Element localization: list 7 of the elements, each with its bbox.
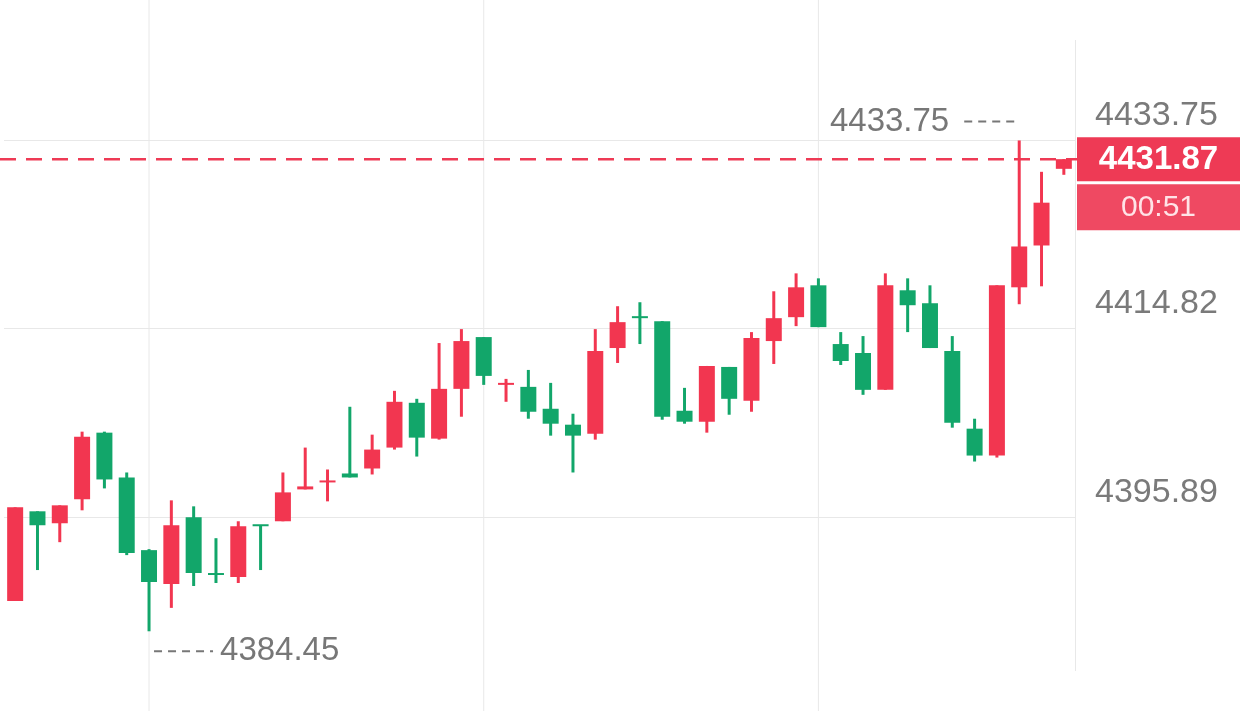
y-tick-label: 4414.82 [1095, 282, 1218, 321]
y-tick-label: 4433.75 [1095, 93, 1218, 132]
annotation: 4433.75 [829, 100, 950, 138]
text: 00:51 [1120, 189, 1197, 223]
y-tick-label: 4395.89 [1095, 470, 1218, 509]
annotation: 4384.45 [220, 630, 340, 668]
ref-line-label: 4431.87 [1098, 139, 1219, 177]
